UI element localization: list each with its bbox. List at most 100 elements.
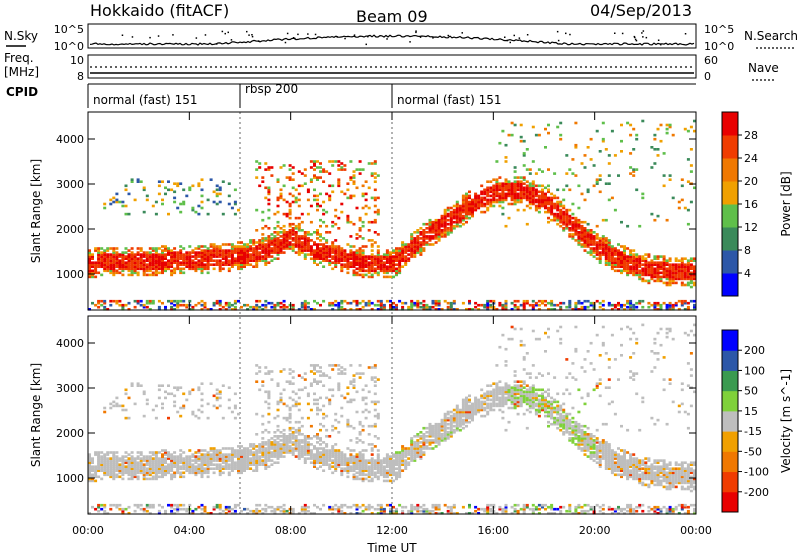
power-cell: [221, 305, 225, 309]
velocity-cell: [112, 457, 116, 460]
velocity-cell: [361, 398, 365, 402]
velocity-cell: [273, 439, 277, 442]
velocity-cell: [300, 445, 304, 448]
power-cell: [422, 231, 426, 234]
power-cell: [528, 198, 532, 202]
velocity-cell: [319, 465, 322, 468]
velocity-cell: [407, 509, 411, 513]
power-cell: [404, 261, 408, 264]
velocity-cell: [182, 457, 186, 460]
velocity-cell: [221, 467, 225, 470]
power-cell: [522, 188, 526, 192]
velocity-cell: [370, 400, 374, 404]
noise-search-point: [344, 37, 346, 40]
power-cell: [267, 168, 271, 171]
power-cell: [434, 220, 438, 224]
power-cell: [267, 186, 271, 190]
velocity-cell: [379, 509, 383, 513]
power-cell: [252, 247, 256, 250]
velocity-cell: [109, 467, 113, 470]
power-cell: [623, 245, 626, 248]
power-cell: [373, 176, 377, 179]
velocity-cell: [215, 503, 219, 507]
power-cell: [541, 190, 544, 194]
velocity-cell: [185, 457, 189, 460]
velocity-cell: [389, 465, 392, 468]
power-cell: [218, 253, 222, 256]
power-cell: [379, 269, 383, 273]
velocity-cell: [173, 471, 177, 475]
velocity-cell: [267, 392, 271, 396]
power-cell: [288, 235, 292, 238]
velocity-cell: [349, 461, 353, 464]
power-cell: [194, 210, 198, 214]
velocity-cell: [206, 467, 210, 470]
power-cell: [331, 245, 335, 248]
velocity-cell: [294, 445, 298, 448]
power-cell: [519, 186, 523, 190]
power-cell: [294, 200, 298, 204]
power-cell: [565, 172, 569, 175]
velocity-cell: [376, 475, 380, 479]
power-cell: [161, 301, 164, 305]
power-cell: [118, 255, 122, 258]
power-cell: [495, 188, 499, 192]
power-cell: [328, 196, 332, 200]
velocity-cell: [264, 455, 268, 458]
power-cell: [264, 257, 268, 260]
power-cell: [659, 271, 663, 275]
velocity-cell: [364, 461, 368, 464]
power-cell: [170, 265, 174, 268]
power-cell: [641, 277, 645, 281]
velocity-cell: [288, 420, 292, 424]
velocity-cell: [349, 424, 353, 428]
velocity-cell: [285, 435, 289, 438]
velocity-cell: [261, 441, 265, 444]
velocity-cell: [176, 410, 180, 414]
velocity-cell: [252, 453, 256, 456]
power-cell: [130, 263, 134, 266]
power-cell: [489, 188, 493, 192]
power-cell: [693, 271, 696, 275]
power-cell: [337, 182, 341, 185]
power-cell: [176, 303, 180, 307]
power-cell: [407, 247, 411, 250]
power-cell: [422, 222, 426, 226]
power-cell: [121, 257, 125, 260]
power-cell: [376, 308, 380, 311]
power-cell: [492, 299, 496, 303]
power-cell: [449, 305, 453, 309]
velocity-cell: [382, 467, 386, 470]
power-cell: [465, 216, 468, 220]
velocity-cell: [103, 461, 107, 464]
power-cell: [340, 305, 344, 309]
power-cell: [659, 275, 663, 279]
power-cell: [188, 245, 192, 248]
power-cell: [680, 265, 684, 268]
velocity-cell: [124, 461, 128, 464]
power-cell: [194, 265, 198, 268]
power-cell: [148, 269, 152, 273]
velocity-cell: [164, 396, 167, 400]
velocity-cell: [115, 503, 119, 507]
velocity-cell: [133, 469, 137, 472]
power-cell: [689, 265, 693, 268]
power-cell: [124, 188, 128, 192]
velocity-cell: [145, 463, 149, 466]
power-cell: [157, 257, 161, 260]
power-cell: [465, 214, 468, 218]
power-cell: [471, 308, 474, 311]
velocity-cell: [157, 459, 161, 462]
power-cell: [522, 196, 526, 200]
power-cell: [361, 257, 365, 260]
power-cell: [537, 299, 541, 303]
velocity-cell: [392, 459, 395, 462]
power-cell: [209, 245, 213, 248]
power-cell: [580, 301, 584, 305]
power-cell: [671, 267, 675, 271]
power-cell: [370, 239, 374, 242]
velocity-cell: [109, 451, 113, 454]
power-cell: [240, 261, 243, 264]
velocity-cell: [136, 465, 140, 468]
power-cell: [516, 198, 520, 202]
